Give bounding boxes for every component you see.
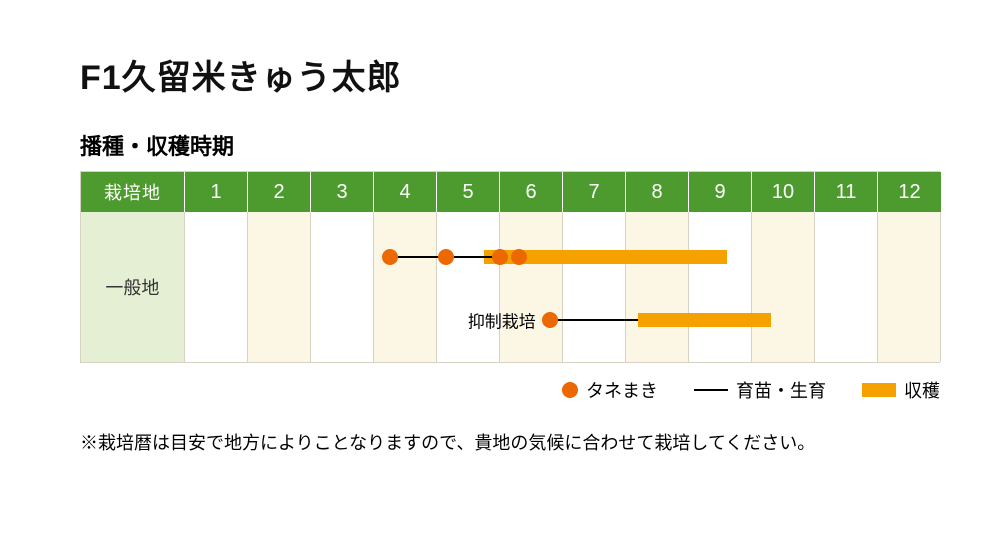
header-month-cell: 4: [374, 172, 437, 212]
header-month-cell: 10: [752, 172, 815, 212]
month-column: [311, 212, 374, 362]
legend-item-grow: 育苗・生育: [694, 377, 826, 403]
header-month-cell: 8: [626, 172, 689, 212]
seed-dot: [492, 249, 508, 265]
header-region-cell: 栽培地: [81, 172, 185, 212]
month-column: [248, 212, 311, 362]
month-column: [752, 212, 815, 362]
seed-dot: [438, 249, 454, 265]
header-month-cell: 5: [437, 172, 500, 212]
month-column: [374, 212, 437, 362]
section-subtitle: 播種・収穫時期: [80, 129, 940, 161]
seed-dot: [542, 312, 558, 328]
seed-dot: [382, 249, 398, 265]
grow-line-icon: [694, 389, 728, 391]
footnote: ※栽培暦は目安で地方によりことなりますので、貴地の気候に合わせて栽培してください…: [80, 429, 940, 455]
harvest-bar: [638, 313, 770, 327]
month-column: [185, 212, 248, 362]
header-month-cell: 7: [563, 172, 626, 212]
header-month-cell: 2: [248, 172, 311, 212]
grow-line: [550, 319, 638, 321]
header-month-cell: 3: [311, 172, 374, 212]
region-cell: 一般地: [81, 212, 185, 362]
legend-label-seed: タネまき: [586, 377, 658, 403]
legend-item-harvest: 収穫: [862, 377, 940, 403]
legend-item-seed: タネまき: [562, 377, 658, 403]
month-column: [815, 212, 878, 362]
header-month-cell: 11: [815, 172, 878, 212]
seed-dot: [511, 249, 527, 265]
page-title: F1久留米きゅう太郎: [80, 50, 940, 99]
header-month-cell: 12: [878, 172, 941, 212]
month-column: [437, 212, 500, 362]
planting-calendar: 栽培地123456789101112 一般地 抑制栽培: [80, 171, 940, 363]
legend: タネまき 育苗・生育 収穫: [80, 377, 940, 403]
month-column: [626, 212, 689, 362]
month-column: [500, 212, 563, 362]
legend-label-grow: 育苗・生育: [736, 377, 826, 403]
month-column: [878, 212, 941, 362]
calendar-header-row: 栽培地123456789101112: [81, 172, 939, 212]
chart-area: 抑制栽培: [185, 212, 939, 362]
header-month-cell: 9: [689, 172, 752, 212]
region-label: 一般地: [105, 274, 159, 300]
header-month-cell: 1: [185, 172, 248, 212]
seed-dot-icon: [562, 382, 578, 398]
legend-label-harvest: 収穫: [904, 377, 940, 403]
header-month-cell: 6: [500, 172, 563, 212]
calendar-body-row: 一般地 抑制栽培: [81, 212, 939, 362]
harvest-bar-icon: [862, 383, 896, 397]
month-column: [689, 212, 752, 362]
month-column: [563, 212, 626, 362]
row-inline-label: 抑制栽培: [468, 308, 536, 333]
